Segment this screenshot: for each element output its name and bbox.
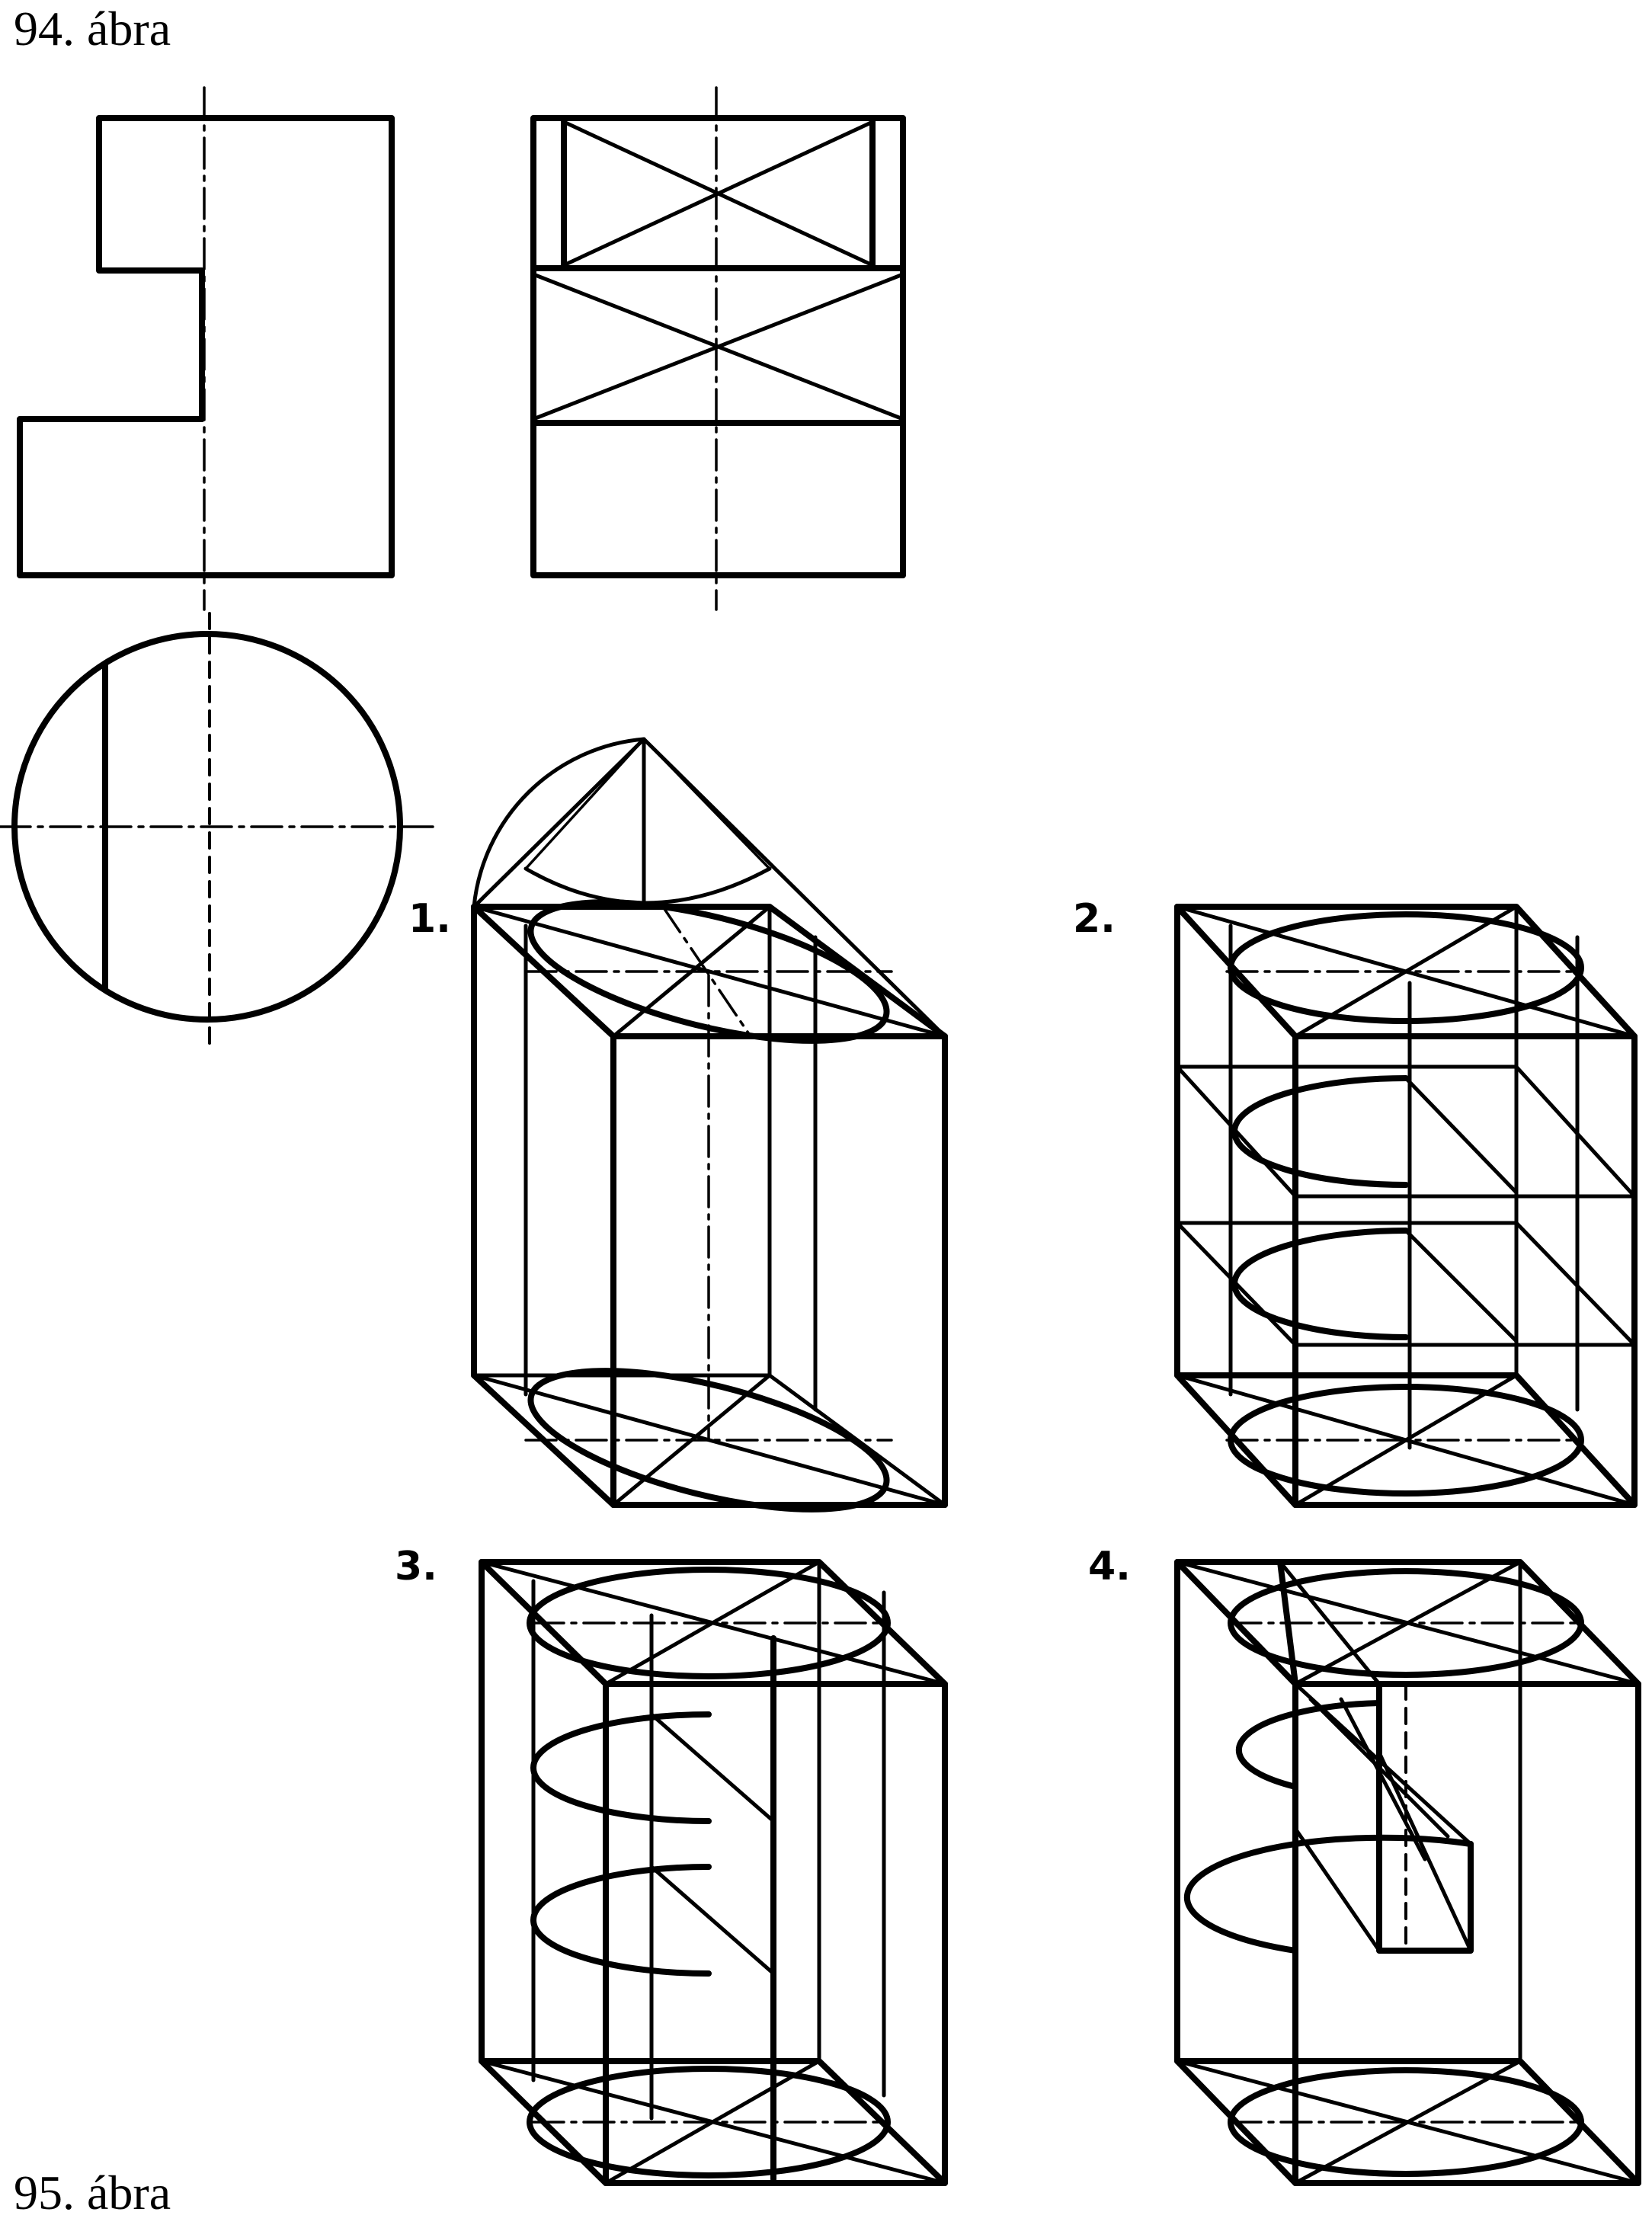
step-label-3: 3. [395, 1544, 437, 1589]
isometric-step-1 [471, 737, 948, 1513]
step-label-1: 1. [408, 896, 451, 942]
step-label-4: 4. [1088, 1544, 1131, 1589]
step-label-2: 2. [1073, 896, 1116, 942]
isometric-step-3 [479, 1559, 948, 2186]
figure-caption-bottom: 95. ábra [14, 2166, 171, 2220]
isometric-step-2 [1174, 904, 1638, 1508]
isometric-step-4 [1174, 1559, 1641, 2186]
top-view [0, 612, 440, 1049]
figure-caption-top: 94. ábra [14, 2, 171, 56]
front-view [17, 86, 395, 611]
side-view [530, 86, 906, 611]
